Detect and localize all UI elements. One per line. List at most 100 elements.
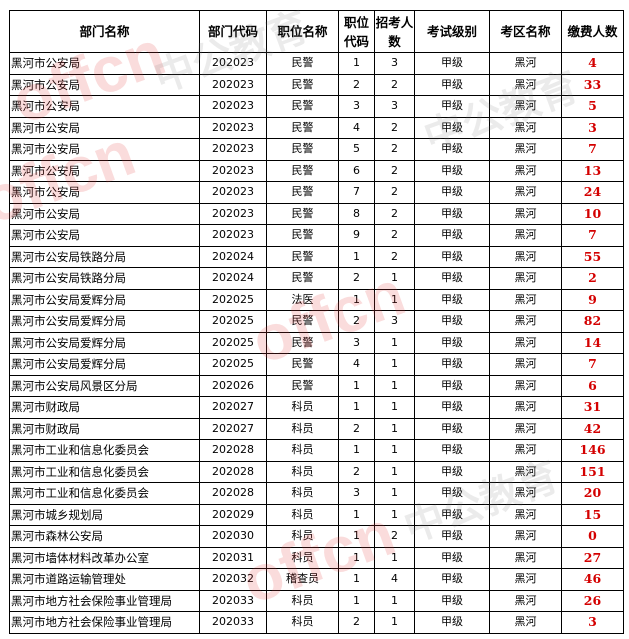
- cell-paid: 3: [561, 116, 624, 139]
- table-row: 黑河市公安局爱辉分局 202025 民警 4 1 甲级 黑河 7: [9, 353, 624, 376]
- table-row: 黑河市公安局爱辉分局 202025 法医 1 1 甲级 黑河 9: [9, 288, 624, 311]
- cell-paid: 5: [561, 95, 624, 118]
- cell-hires: 3: [374, 310, 415, 333]
- cell-hires: 1: [374, 611, 415, 634]
- cell-level: 甲级: [414, 611, 490, 634]
- table-row: 黑河市工业和信息化委员会 202028 科员 2 1 甲级 黑河 151: [9, 460, 624, 483]
- cell-dept: 黑河市墙体材料改革办公室: [9, 546, 200, 569]
- cell-dept-code: 202031: [199, 546, 267, 569]
- cell-paid: 7: [561, 138, 624, 161]
- cell-hires: 1: [374, 503, 415, 526]
- table-row: 黑河市工业和信息化委员会 202028 科员 3 1 甲级 黑河 20: [9, 482, 624, 505]
- cell-level: 甲级: [414, 568, 490, 591]
- cell-pos-code: 9: [338, 224, 375, 247]
- cell-pos-code: 1: [338, 52, 375, 75]
- cell-pos-code: 1: [338, 396, 375, 419]
- cell-level: 甲级: [414, 202, 490, 225]
- cell-area: 黑河: [489, 95, 562, 118]
- cell-area: 黑河: [489, 503, 562, 526]
- cell-dept: 黑河市公安局: [9, 95, 200, 118]
- cell-level: 甲级: [414, 331, 490, 354]
- cell-area: 黑河: [489, 159, 562, 182]
- cell-position: 民警: [266, 331, 339, 354]
- cell-dept: 黑河市工业和信息化委员会: [9, 482, 200, 505]
- cell-hires: 3: [374, 52, 415, 75]
- cell-dept-code: 202024: [199, 267, 267, 290]
- cell-pos-code: 1: [338, 568, 375, 591]
- cell-paid: 15: [561, 503, 624, 526]
- cell-pos-code: 4: [338, 116, 375, 139]
- cell-paid: 146: [561, 439, 624, 462]
- cell-dept-code: 202029: [199, 503, 267, 526]
- cell-dept: 黑河市财政局: [9, 396, 200, 419]
- cell-level: 甲级: [414, 417, 490, 440]
- cell-level: 甲级: [414, 460, 490, 483]
- cell-level: 甲级: [414, 181, 490, 204]
- column-header: 考试级别: [414, 10, 490, 53]
- cell-paid: 14: [561, 331, 624, 354]
- column-header: 缴费人数: [561, 10, 624, 53]
- cell-dept-code: 202028: [199, 482, 267, 505]
- cell-area: 黑河: [489, 525, 562, 548]
- cell-position: 科员: [266, 439, 339, 462]
- cell-paid: 10: [561, 202, 624, 225]
- cell-hires: 1: [374, 288, 415, 311]
- cell-level: 甲级: [414, 95, 490, 118]
- cell-hires: 2: [374, 73, 415, 96]
- cell-paid: 6: [561, 374, 624, 397]
- table-row: 黑河市公安局爱辉分局 202025 民警 3 1 甲级 黑河 14: [9, 331, 624, 354]
- cell-dept-code: 202025: [199, 310, 267, 333]
- cell-pos-code: 2: [338, 310, 375, 333]
- cell-level: 甲级: [414, 503, 490, 526]
- cell-hires: 1: [374, 417, 415, 440]
- cell-level: 甲级: [414, 546, 490, 569]
- table-row: 黑河市公安局 202023 民警 9 2 甲级 黑河 7: [9, 224, 624, 247]
- cell-hires: 1: [374, 331, 415, 354]
- cell-pos-code: 2: [338, 267, 375, 290]
- table-row: 黑河市城乡规划局 202029 科员 1 1 甲级 黑河 15: [9, 503, 624, 526]
- cell-pos-code: 1: [338, 374, 375, 397]
- cell-position: 民警: [266, 267, 339, 290]
- cell-pos-code: 1: [338, 503, 375, 526]
- cell-hires: 1: [374, 589, 415, 612]
- cell-pos-code: 2: [338, 460, 375, 483]
- cell-paid: 20: [561, 482, 624, 505]
- cell-area: 黑河: [489, 181, 562, 204]
- table-row: 黑河市公安局 202023 民警 7 2 甲级 黑河 24: [9, 181, 624, 204]
- cell-level: 甲级: [414, 439, 490, 462]
- cell-pos-code: 2: [338, 611, 375, 634]
- cell-area: 黑河: [489, 482, 562, 505]
- cell-area: 黑河: [489, 267, 562, 290]
- cell-level: 甲级: [414, 353, 490, 376]
- cell-hires: 2: [374, 138, 415, 161]
- cell-dept-code: 202026: [199, 374, 267, 397]
- cell-position: 科员: [266, 525, 339, 548]
- cell-level: 甲级: [414, 224, 490, 247]
- cell-area: 黑河: [489, 417, 562, 440]
- cell-position: 法医: [266, 288, 339, 311]
- cell-level: 甲级: [414, 310, 490, 333]
- cell-position: 民警: [266, 116, 339, 139]
- cell-dept-code: 202023: [199, 181, 267, 204]
- cell-position: 民警: [266, 374, 339, 397]
- cell-dept-code: 202025: [199, 331, 267, 354]
- cell-position: 民警: [266, 52, 339, 75]
- cell-position: 民警: [266, 353, 339, 376]
- cell-paid: 24: [561, 181, 624, 204]
- cell-dept: 黑河市公安局铁路分局: [9, 245, 200, 268]
- cell-dept-code: 202023: [199, 224, 267, 247]
- cell-dept-code: 202025: [199, 353, 267, 376]
- cell-dept-code: 202030: [199, 525, 267, 548]
- cell-hires: 1: [374, 267, 415, 290]
- cell-pos-code: 3: [338, 95, 375, 118]
- column-header: 招考人数: [374, 10, 415, 53]
- cell-area: 黑河: [489, 374, 562, 397]
- table-row: 黑河市财政局 202027 科员 2 1 甲级 黑河 42: [9, 417, 624, 440]
- cell-dept: 黑河市公安局爱辉分局: [9, 288, 200, 311]
- table-row: 黑河市工业和信息化委员会 202028 科员 1 1 甲级 黑河 146: [9, 439, 624, 462]
- cell-dept-code: 202032: [199, 568, 267, 591]
- table-row: 黑河市地方社会保险事业管理局 202033 科员 2 1 甲级 黑河 3: [9, 611, 624, 634]
- cell-paid: 7: [561, 224, 624, 247]
- cell-pos-code: 1: [338, 288, 375, 311]
- cell-position: 稽查员: [266, 568, 339, 591]
